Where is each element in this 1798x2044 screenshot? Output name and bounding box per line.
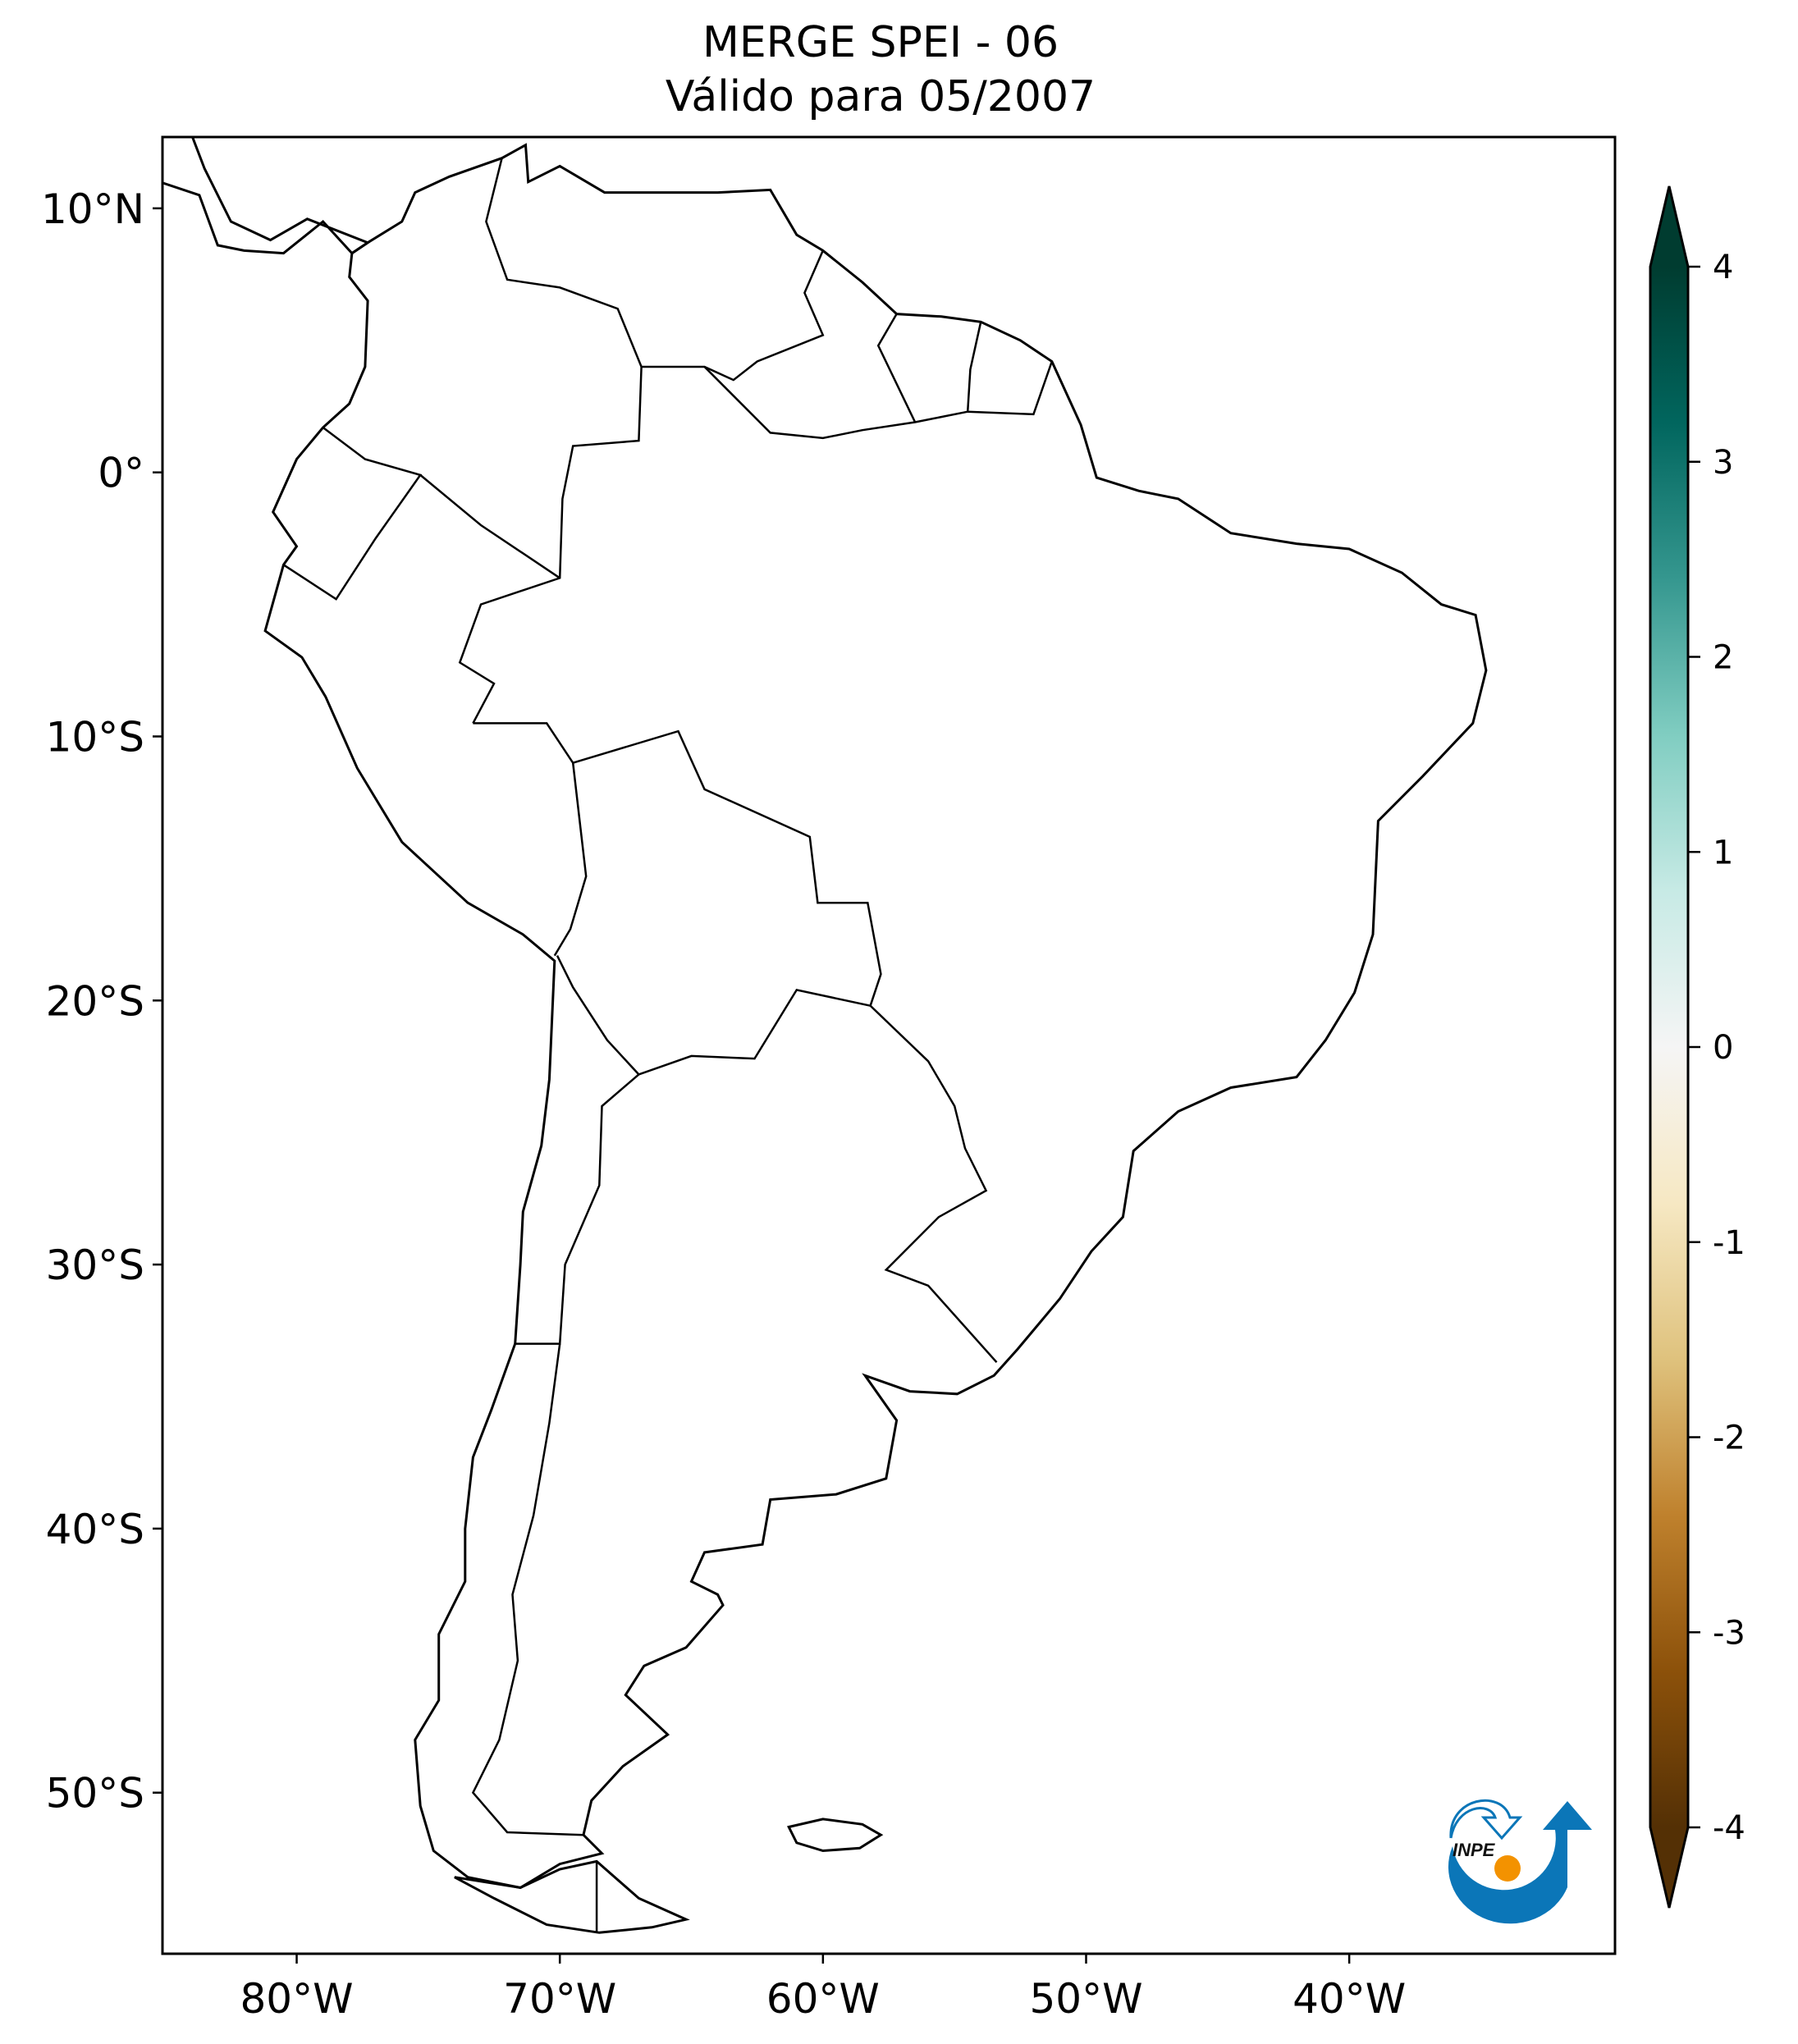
anomaly-region — [382, 1640, 737, 1946]
coastline — [162, 137, 1488, 1934]
country-border — [515, 1073, 640, 1345]
colorbar-tick-label: -2 — [1713, 1420, 1745, 1457]
colorbar-extend-max — [1650, 186, 1688, 267]
country-border — [876, 313, 917, 423]
colorbar-tick-label: 0 — [1713, 1029, 1733, 1067]
y-tick-label: 40°S — [46, 1506, 144, 1553]
anomaly-region — [623, 402, 918, 648]
country-border — [419, 473, 560, 579]
country-border — [282, 427, 423, 601]
y-tick-label: 30°S — [46, 1241, 144, 1289]
inpe-logo: INPE — [1448, 1799, 1592, 1924]
country-border — [458, 158, 643, 724]
anomaly-region — [866, 567, 1201, 853]
coast-central — [162, 137, 371, 255]
anomaly-region — [533, 999, 903, 1319]
country-border — [471, 1343, 584, 1836]
map-frame — [161, 135, 1617, 1955]
anomaly-region — [1125, 563, 1416, 804]
land-fill — [162, 108, 1615, 1954]
x-tick-label: 80°W — [240, 1975, 354, 2023]
colorbar-extend-min — [1650, 1827, 1688, 1908]
x-tick-label: 70°W — [503, 1975, 616, 2023]
x-tick-label: 40°W — [1292, 1975, 1406, 2023]
x-tick-label: 50°W — [1029, 1975, 1142, 2023]
y-tick-label: 50°S — [46, 1770, 144, 1818]
country-border — [703, 361, 1053, 440]
x-tick-label: 60°W — [766, 1975, 880, 2023]
colorbar-tick-label: -1 — [1713, 1224, 1745, 1262]
chart-subtitle: Válido para 05/2007 — [665, 72, 1096, 121]
anomaly-region — [979, 628, 1299, 899]
coast-mainland — [263, 143, 1488, 1890]
chart-title: MERGE SPEI - 06 — [702, 18, 1059, 67]
anomaly-region — [547, 1198, 941, 1543]
colorbar-tick-label: 3 — [1713, 444, 1733, 482]
country-border — [966, 322, 982, 412]
colorbar: 4 3 2 1 0 -1 -2 -3 -4 — [1649, 185, 1745, 1909]
colorbar-tick-label: 2 — [1713, 639, 1733, 677]
y-tick-label: 10°S — [46, 713, 144, 761]
y-tick-label: 10°N — [41, 185, 144, 233]
y-tick-label: 20°S — [46, 977, 144, 1025]
anomaly-region — [761, 1201, 1096, 1487]
country-border — [473, 722, 998, 1364]
logo-text: INPE — [1453, 1840, 1496, 1860]
country-border — [553, 762, 588, 957]
colorbar-gradient — [1650, 267, 1688, 1827]
colorbar-tick-label: 4 — [1713, 249, 1733, 286]
colorbar-tick-label: 1 — [1713, 834, 1733, 871]
anomaly-region — [277, 108, 632, 414]
coast-tdf — [454, 1859, 690, 1934]
anomaly-region — [178, 378, 469, 620]
colorbar-tick-label: -4 — [1713, 1809, 1745, 1847]
colorbar-tick-label: -3 — [1713, 1614, 1745, 1652]
coast-falklands — [787, 1818, 884, 1853]
country-border — [556, 955, 871, 1076]
y-tick-label: 0° — [98, 450, 144, 497]
country-border — [641, 249, 825, 382]
